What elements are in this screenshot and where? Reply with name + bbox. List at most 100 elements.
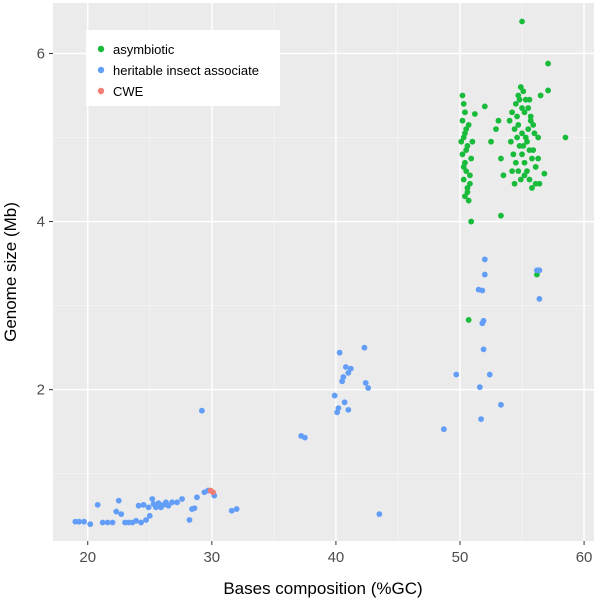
point-asymbiotic — [524, 168, 530, 175]
legend: asymbiotic heritable insect associate CWE — [86, 30, 280, 106]
y-tick-label: 2 — [37, 382, 45, 399]
point-heritable-insect-associate — [478, 416, 484, 423]
point-asymbiotic — [460, 100, 467, 107]
point-heritable-insect-associate — [165, 502, 172, 509]
point-asymbiotic — [460, 164, 467, 170]
point-asymbiotic — [498, 212, 504, 219]
point-heritable-insect-associate — [186, 517, 193, 523]
point-asymbiotic — [465, 121, 472, 128]
point-asymbiotic — [495, 117, 502, 124]
point-asymbiotic — [521, 159, 528, 166]
point-asymbiotic — [525, 126, 532, 132]
point-heritable-insect-associate — [228, 507, 235, 514]
point-asymbiotic — [465, 197, 472, 204]
point-heritable-insect-associate — [476, 384, 483, 391]
point-asymbiotic — [526, 176, 533, 183]
point-asymbiotic — [520, 143, 527, 149]
point-asymbiotic — [532, 180, 539, 187]
point-heritable-insect-associate — [198, 407, 205, 414]
point-asymbiotic — [519, 18, 525, 25]
y-axis-title: Genome size (Mb) — [1, 202, 20, 342]
point-heritable-insect-associate — [479, 287, 486, 294]
point-heritable-insect-associate — [341, 399, 348, 406]
point-heritable-insect-associate — [361, 344, 368, 351]
point-heritable-insect-associate — [191, 505, 198, 512]
point-asymbiotic — [537, 92, 544, 99]
point-asymbiotic — [514, 113, 520, 120]
point-asymbiotic — [506, 117, 513, 124]
legend-key-heritable-insect-associate — [97, 66, 105, 74]
point-heritable-insect-associate — [365, 385, 372, 391]
point-heritable-insect-associate — [76, 518, 82, 525]
point-heritable-insect-associate — [146, 512, 153, 519]
point-heritable-insect-associate — [149, 496, 156, 502]
point-asymbiotic — [526, 96, 533, 103]
point-heritable-insect-associate — [138, 519, 144, 526]
point-asymbiotic — [509, 168, 516, 175]
point-asymbiotic — [519, 105, 525, 111]
point-heritable-insect-associate — [115, 497, 122, 504]
point-asymbiotic — [545, 60, 551, 67]
point-asymbiotic — [535, 134, 542, 141]
point-asymbiotic — [462, 130, 468, 137]
point-asymbiotic — [516, 96, 523, 103]
y-tick-label: 6 — [37, 45, 45, 62]
point-heritable-insect-associate — [301, 434, 308, 441]
point-heritable-insect-associate — [342, 364, 349, 370]
point-heritable-insect-associate — [336, 349, 343, 356]
point-asymbiotic — [519, 151, 525, 158]
point-asymbiotic — [512, 159, 519, 166]
point-heritable-insect-associate — [536, 267, 543, 274]
point-asymbiotic — [463, 168, 470, 175]
point-heritable-insect-associate — [87, 521, 94, 528]
point-heritable-insect-associate — [143, 517, 149, 523]
point-asymbiotic — [510, 151, 517, 158]
point-asymbiotic — [530, 121, 537, 128]
legend-key-cwe — [97, 87, 105, 95]
point-heritable-insect-associate — [347, 365, 354, 372]
point-asymbiotic — [529, 155, 535, 162]
point-heritable-insect-associate — [179, 496, 185, 502]
point-asymbiotic — [463, 147, 470, 154]
point-asymbiotic — [529, 185, 535, 191]
point-asymbiotic — [512, 100, 519, 107]
point-cwe — [210, 489, 216, 496]
point-asymbiotic — [511, 126, 518, 132]
point-heritable-insect-associate — [155, 500, 162, 507]
x-tick-label: 20 — [79, 549, 96, 566]
point-heritable-insect-associate — [331, 392, 338, 399]
point-heritable-insect-associate — [118, 511, 125, 517]
legend-key-asymbiotic — [97, 45, 105, 53]
point-asymbiotic — [467, 172, 473, 179]
point-asymbiotic — [467, 180, 473, 187]
point-heritable-insect-associate — [194, 494, 200, 501]
point-asymbiotic — [525, 105, 532, 111]
point-asymbiotic — [517, 84, 524, 90]
point-asymbiotic — [541, 170, 548, 177]
point-asymbiotic — [459, 151, 466, 158]
x-tick-label: 40 — [328, 549, 345, 566]
x-axis-title: Bases composition (%GC) — [223, 579, 422, 598]
legend-label-asymbiotic: asymbiotic — [113, 42, 175, 57]
point-asymbiotic — [500, 172, 507, 179]
point-asymbiotic — [545, 87, 551, 94]
legend-label-heritable-insect-associate: heritable insect associate — [113, 63, 259, 78]
point-heritable-insect-associate — [174, 499, 180, 506]
point-asymbiotic — [507, 138, 514, 145]
point-heritable-insect-associate — [81, 518, 87, 525]
point-heritable-insect-associate — [109, 519, 116, 526]
point-asymbiotic — [532, 164, 539, 170]
point-heritable-insect-associate — [169, 499, 176, 506]
y-tick-label: 4 — [37, 214, 45, 231]
point-asymbiotic — [498, 155, 504, 162]
point-asymbiotic — [493, 126, 499, 132]
point-asymbiotic — [459, 92, 466, 99]
point-asymbiotic — [488, 138, 494, 145]
point-asymbiotic — [511, 180, 518, 187]
point-asymbiotic — [519, 130, 525, 137]
point-asymbiotic — [515, 121, 522, 128]
point-asymbiotic — [509, 109, 516, 116]
point-heritable-insect-associate — [153, 504, 159, 511]
point-asymbiotic — [534, 271, 540, 278]
